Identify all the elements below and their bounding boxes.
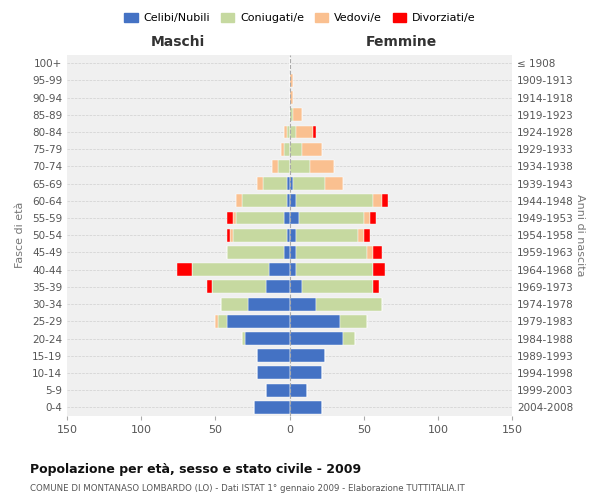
Bar [287, 177, 290, 190]
Bar [290, 177, 293, 190]
Bar [212, 280, 266, 293]
Bar [278, 160, 290, 173]
Bar [227, 212, 233, 224]
Bar [290, 108, 293, 121]
Text: COMUNE DI MONTANASO LOMBARDO (LO) - Dati ISTAT 1° gennaio 2009 - Elaborazione TU: COMUNE DI MONTANASO LOMBARDO (LO) - Dati… [30, 484, 465, 493]
Bar [218, 315, 227, 328]
Text: Maschi: Maschi [151, 36, 205, 50]
Bar [316, 298, 382, 310]
Bar [290, 263, 296, 276]
Bar [290, 280, 302, 293]
Bar [290, 401, 322, 414]
Bar [284, 142, 290, 156]
Bar [287, 126, 290, 138]
Bar [293, 177, 325, 190]
Bar [248, 298, 290, 310]
Bar [290, 142, 302, 156]
Bar [302, 142, 322, 156]
Bar [340, 315, 367, 328]
Bar [367, 246, 373, 259]
Bar [343, 332, 355, 345]
Bar [299, 212, 364, 224]
Bar [364, 212, 370, 224]
Bar [266, 384, 290, 396]
Bar [290, 350, 325, 362]
Bar [266, 280, 290, 293]
Bar [302, 280, 373, 293]
Y-axis label: Anni di nascita: Anni di nascita [575, 194, 585, 276]
Bar [290, 74, 293, 87]
Bar [257, 350, 290, 362]
Bar [284, 212, 290, 224]
Bar [230, 229, 233, 241]
Bar [382, 194, 388, 207]
Bar [221, 298, 248, 310]
Bar [227, 246, 284, 259]
Bar [290, 298, 316, 310]
Bar [290, 160, 310, 173]
Bar [373, 280, 379, 293]
Bar [296, 126, 313, 138]
Bar [257, 366, 290, 380]
Bar [373, 263, 385, 276]
Bar [206, 280, 212, 293]
Bar [257, 177, 263, 190]
Bar [227, 315, 290, 328]
Bar [290, 384, 307, 396]
Bar [236, 212, 284, 224]
Bar [325, 177, 343, 190]
Bar [290, 212, 299, 224]
Bar [177, 263, 192, 276]
Bar [290, 229, 296, 241]
Bar [290, 315, 340, 328]
Text: Femmine: Femmine [365, 36, 437, 50]
Bar [233, 212, 236, 224]
Bar [310, 160, 334, 173]
Bar [290, 126, 296, 138]
Bar [373, 246, 382, 259]
Bar [233, 229, 287, 241]
Bar [296, 246, 367, 259]
Text: Popolazione per età, sesso e stato civile - 2009: Popolazione per età, sesso e stato civil… [30, 462, 361, 475]
Y-axis label: Fasce di età: Fasce di età [15, 202, 25, 268]
Bar [370, 212, 376, 224]
Bar [281, 142, 284, 156]
Bar [296, 263, 373, 276]
Bar [313, 126, 316, 138]
Bar [284, 126, 287, 138]
Bar [373, 194, 382, 207]
Bar [263, 177, 287, 190]
Bar [364, 229, 370, 241]
Bar [242, 194, 287, 207]
Bar [358, 229, 364, 241]
Bar [284, 246, 290, 259]
Bar [242, 332, 245, 345]
Bar [192, 263, 269, 276]
Bar [215, 315, 218, 328]
Bar [227, 229, 230, 241]
Bar [293, 108, 302, 121]
Bar [287, 194, 290, 207]
Bar [290, 332, 343, 345]
Bar [245, 332, 290, 345]
Legend: Celibi/Nubili, Coniugati/e, Vedovi/e, Divorziati/e: Celibi/Nubili, Coniugati/e, Vedovi/e, Di… [120, 8, 480, 28]
Bar [269, 263, 290, 276]
Bar [236, 194, 242, 207]
Bar [290, 91, 293, 104]
Bar [287, 229, 290, 241]
Bar [290, 366, 322, 380]
Bar [296, 194, 373, 207]
Bar [290, 194, 296, 207]
Bar [290, 246, 296, 259]
Bar [296, 229, 358, 241]
Bar [272, 160, 278, 173]
Bar [254, 401, 290, 414]
